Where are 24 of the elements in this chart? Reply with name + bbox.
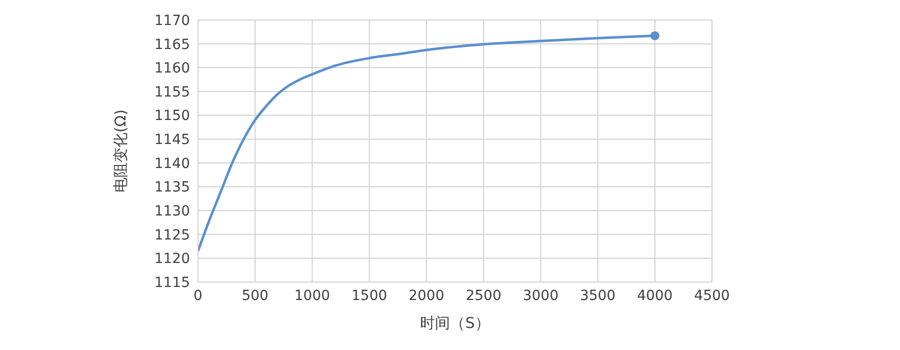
x-tick-label: 3500 (580, 288, 616, 304)
y-tick-label: 1165 (154, 36, 190, 53)
x-tick-label: 2500 (466, 288, 502, 304)
y-tick-label: 1115 (154, 274, 190, 291)
y-axis-title: 电阻变化(Ω) (111, 109, 130, 193)
x-tick-label: 4500 (694, 288, 730, 304)
x-axis-title: 时间（S） (420, 314, 490, 332)
y-tick-label: 1120 (154, 251, 190, 268)
y-tick-label: 1135 (154, 180, 190, 196)
x-tick-label: 4000 (637, 288, 673, 304)
y-tick-label: 1150 (154, 108, 190, 124)
x-tick-label: 2000 (408, 288, 444, 304)
y-tick-label: 1145 (154, 132, 190, 148)
x-tick-label: 1500 (352, 288, 388, 304)
y-tick-label: 1140 (154, 156, 190, 172)
x-tick-label: 3000 (522, 288, 558, 304)
x-tick-label: 0 (194, 288, 202, 304)
y-tick-label: 1130 (154, 204, 190, 220)
y-tick-label: 1170 (154, 12, 190, 29)
y-tick-label: 1155 (154, 84, 190, 100)
x-tick-label: 500 (242, 288, 268, 304)
y-tick-label: 1125 (154, 227, 190, 244)
y-tick-label: 1160 (154, 60, 190, 77)
x-tick-label: 1000 (294, 288, 330, 304)
